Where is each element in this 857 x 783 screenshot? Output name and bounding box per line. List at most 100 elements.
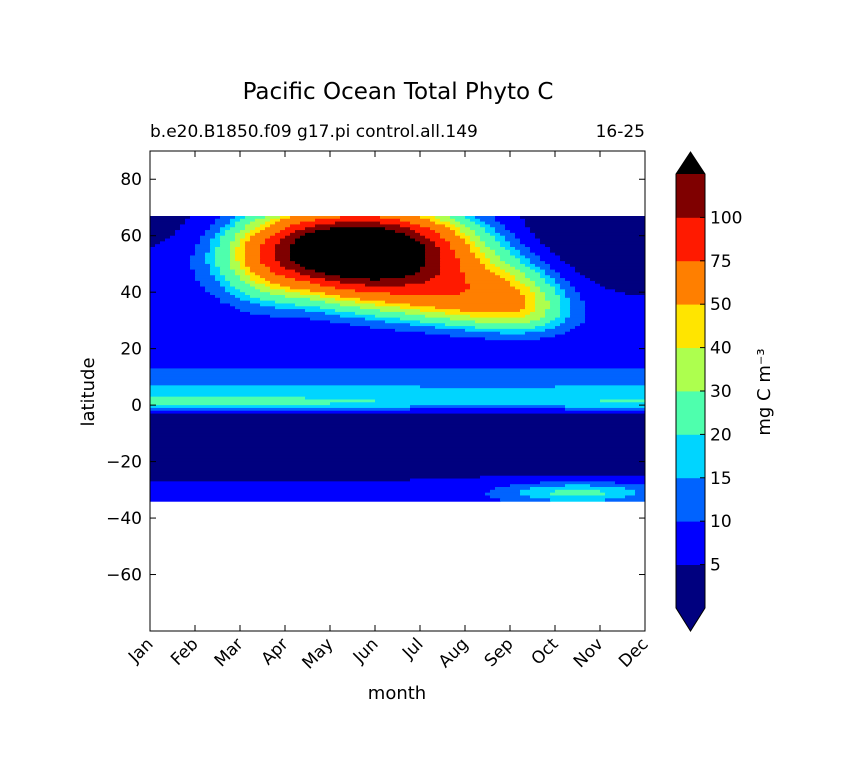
- contour-cell: [230, 280, 246, 285]
- contour-cell: [505, 235, 516, 240]
- contour-cell: [260, 255, 276, 259]
- contour-cell: [320, 283, 366, 288]
- contour-cell: [150, 489, 491, 494]
- contour-cell: [150, 354, 645, 358]
- contour-cell: [265, 216, 281, 220]
- contour-cell: [440, 249, 456, 254]
- contour-cell: [525, 218, 645, 223]
- contour-cell: [280, 230, 296, 234]
- contour-cell: [215, 258, 231, 262]
- contour-cell: [235, 224, 246, 228]
- y-tick-label: 60: [120, 227, 142, 247]
- contour-cell: [545, 311, 561, 316]
- contour-cell: [545, 280, 556, 285]
- contour-cell: [210, 249, 216, 254]
- contour-cell: [150, 365, 645, 370]
- contour-cell: [150, 393, 645, 398]
- contour-cell: [200, 241, 211, 245]
- contour-cell: [150, 297, 221, 302]
- contour-cell: [310, 289, 356, 293]
- contour-cell: [520, 261, 531, 265]
- x-tick-label: Nov: [570, 634, 608, 672]
- contour-cell: [520, 280, 536, 285]
- contour-cell: [580, 323, 645, 327]
- contour-cell: [550, 275, 561, 279]
- contour-cell: [260, 252, 276, 257]
- contour-cell: [230, 247, 236, 251]
- y-tick-label: 40: [120, 283, 142, 303]
- contour-cell: [600, 283, 645, 288]
- contour-cell: [600, 399, 645, 403]
- contour-cell: [150, 368, 645, 372]
- contour-cell: [250, 221, 266, 226]
- contour-cell: [565, 320, 586, 324]
- contour-cell: [530, 258, 541, 262]
- contour-cell: [225, 278, 241, 282]
- contour-cell: [150, 343, 645, 347]
- contour-cell: [195, 269, 211, 274]
- contour-cell: [510, 252, 521, 257]
- contour-cell: [450, 241, 466, 245]
- contour-cell: [485, 252, 496, 257]
- contour-cell: [150, 286, 206, 290]
- contour-cell: [425, 331, 501, 336]
- contour-cell: [560, 309, 571, 313]
- colorbar-tick-label: 50: [710, 295, 732, 315]
- contour-cell: [240, 261, 246, 265]
- contour-cell: [150, 433, 645, 437]
- contour-cell: [310, 317, 366, 322]
- contour-cell: [215, 263, 231, 268]
- contour-cell: [245, 244, 261, 248]
- contour-cell: [480, 475, 645, 480]
- contour-cell: [275, 244, 291, 248]
- contour-cell: [195, 272, 211, 276]
- contour-cell: [150, 444, 645, 449]
- contour-cell: [475, 221, 486, 226]
- colorbar-label: mg C m⁻³: [754, 348, 775, 435]
- contour-cell: [425, 235, 441, 240]
- contour-cell: [415, 230, 436, 234]
- contour-cell: [150, 410, 645, 415]
- contour-cell: [385, 320, 421, 324]
- y-tick-label: −20: [106, 453, 142, 473]
- contour-cell: [240, 309, 306, 313]
- contour-cell: [460, 269, 491, 274]
- plot-frame: [149, 150, 646, 632]
- contour-cell: [215, 255, 231, 259]
- contour-cell: [525, 314, 546, 319]
- contour-cell: [540, 272, 546, 276]
- contour-cell: [305, 232, 406, 237]
- contour-cell: [475, 255, 486, 259]
- contour-cell: [220, 266, 231, 271]
- contour-cell: [210, 227, 221, 231]
- contour-cell: [285, 227, 306, 231]
- contour-cell: [220, 300, 251, 305]
- contour-cell: [490, 495, 531, 499]
- contour-cell: [580, 295, 645, 299]
- contour-cell: [150, 399, 376, 403]
- contour-cell: [255, 218, 271, 223]
- contour-cell: [270, 314, 341, 319]
- contour-cell: [150, 351, 645, 355]
- contour-cell: [190, 261, 206, 265]
- contour-cell: [575, 269, 645, 274]
- contour-cell: [555, 292, 566, 296]
- contour-cell: [530, 278, 546, 282]
- contour-cell: [425, 314, 471, 319]
- contour-cell: [480, 247, 491, 251]
- contour-cell: [635, 489, 645, 494]
- contour-cell: [150, 388, 645, 392]
- contour-cell: [560, 295, 566, 299]
- contour-cell: [490, 261, 506, 265]
- contour-cell: [510, 283, 526, 288]
- contour-cell: [495, 263, 511, 268]
- contour-cell: [150, 292, 211, 296]
- contour-cell: [535, 295, 546, 299]
- colorbar-segment: [676, 391, 705, 435]
- contour-cell: [565, 331, 645, 336]
- contour-cell: [150, 436, 645, 440]
- plot-area: 80 60 40 20 0 −20 −40 −60 Jan Feb Mar Apr May Jun Jul…: [106, 150, 653, 673]
- contour-cell: [460, 266, 486, 271]
- contour-cell: [545, 261, 566, 265]
- contour-cell: [580, 297, 645, 302]
